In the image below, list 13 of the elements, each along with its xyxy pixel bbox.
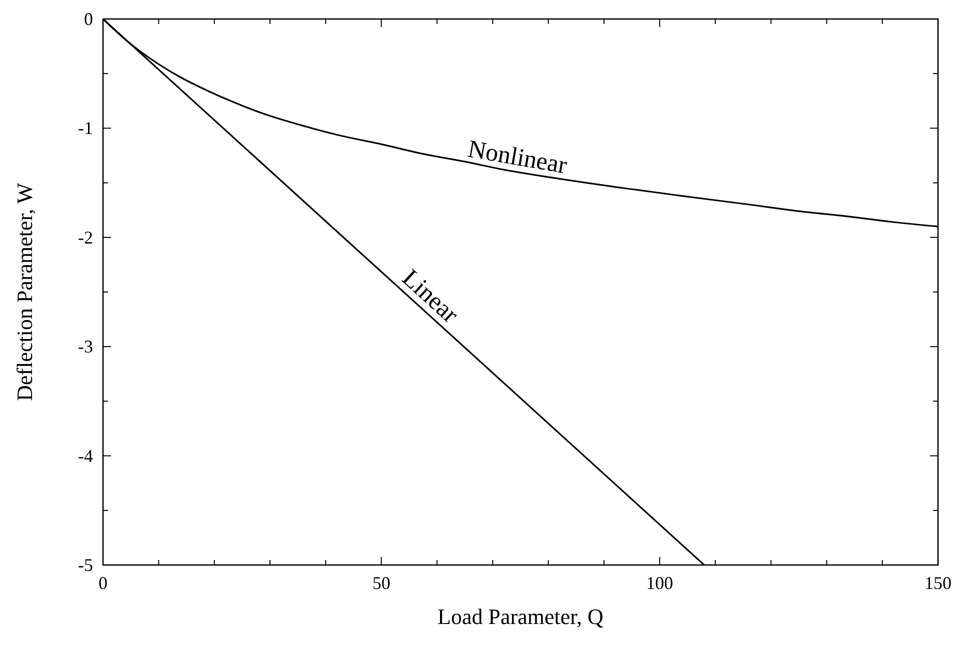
y-tick-label: -5 bbox=[78, 555, 93, 575]
x-tick-label: 50 bbox=[372, 573, 390, 593]
y-axis-title: Deflection Parameter, W bbox=[12, 182, 37, 402]
x-tick-label: 100 bbox=[646, 573, 674, 593]
x-tick-label: 150 bbox=[924, 573, 952, 593]
x-axis-title: Load Parameter, Q bbox=[438, 604, 604, 629]
y-tick-label: -1 bbox=[78, 118, 93, 138]
y-tick-label: 0 bbox=[84, 9, 93, 29]
y-tick-label: -3 bbox=[78, 336, 93, 357]
y-tick-label: -4 bbox=[78, 446, 93, 466]
annotation: Nonlinear bbox=[466, 136, 570, 180]
x-tick-label: 0 bbox=[98, 573, 108, 593]
y-tick-label: -2 bbox=[78, 227, 93, 248]
